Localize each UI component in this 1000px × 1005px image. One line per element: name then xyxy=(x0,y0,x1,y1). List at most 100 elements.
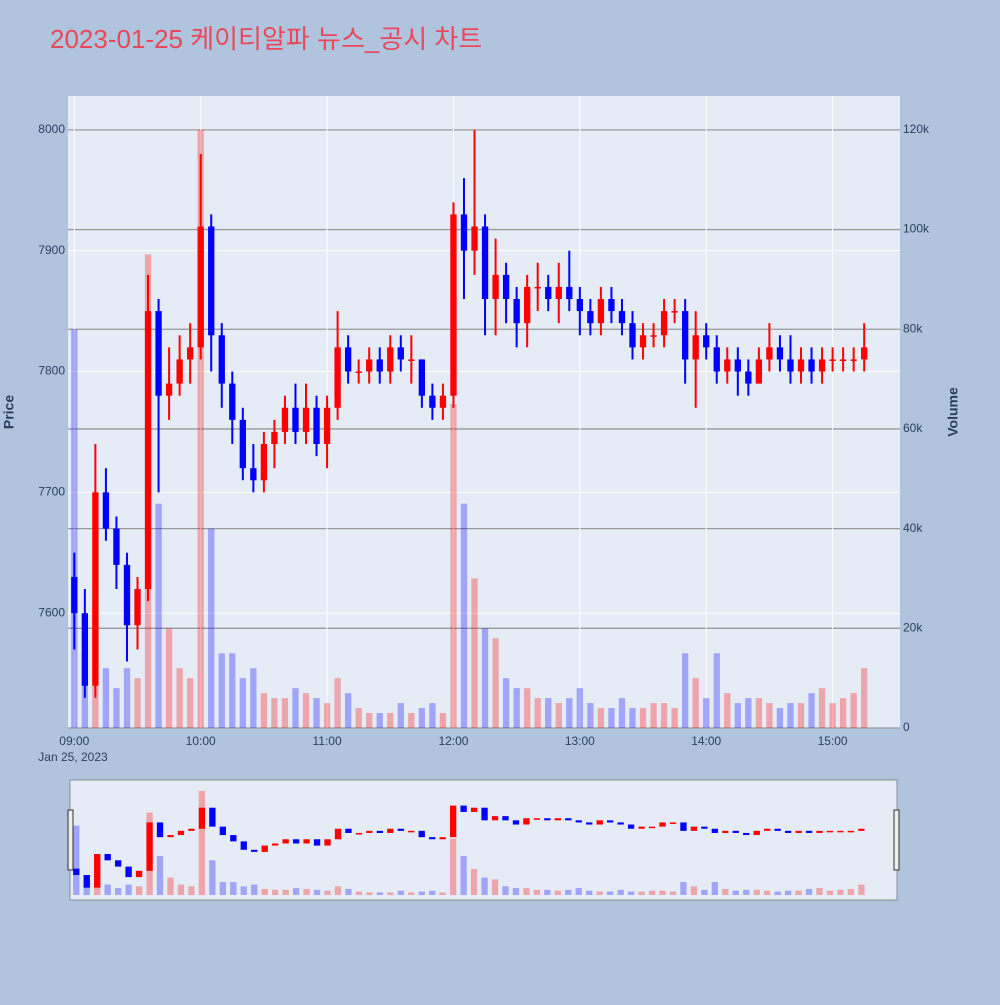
mini-candle xyxy=(188,828,195,831)
mini-volume-bar xyxy=(711,881,719,895)
volume-bar xyxy=(260,693,268,728)
candle-body xyxy=(281,407,289,432)
candle-body xyxy=(450,214,457,396)
mini-volume-bar xyxy=(722,888,729,895)
mini-volume-bar xyxy=(125,884,132,895)
volume-bar xyxy=(229,653,236,728)
mini-candle xyxy=(784,830,792,833)
mini-candle xyxy=(711,828,719,833)
mini-volume-bar xyxy=(617,889,624,895)
mini-candle xyxy=(439,837,446,840)
mini-candle xyxy=(272,843,279,846)
mini-candle xyxy=(219,826,226,836)
mini-volume-bar xyxy=(784,890,792,895)
mini-volume-bar xyxy=(512,888,520,895)
volume-bar xyxy=(724,693,731,728)
mini-candle xyxy=(732,830,739,833)
volume-bar xyxy=(618,698,626,728)
volume-bar xyxy=(376,713,383,728)
volume-bar xyxy=(597,708,605,728)
mini-volume-bar xyxy=(188,886,195,895)
candle-body xyxy=(376,359,383,372)
candle-body xyxy=(239,419,246,469)
mini-candle xyxy=(334,828,342,840)
mini-candle xyxy=(429,837,436,840)
candle-body xyxy=(492,274,499,300)
y2-tick-label: 20k xyxy=(903,620,923,634)
mini-volume-bar xyxy=(596,891,603,895)
candle-body xyxy=(724,359,731,372)
mini-volume-bar xyxy=(282,889,289,895)
candle-body xyxy=(818,359,826,372)
mini-volume-bar xyxy=(167,877,174,895)
volume-bar xyxy=(566,698,573,728)
volume-bar xyxy=(492,638,499,728)
mini-candle xyxy=(460,805,467,812)
candle-body xyxy=(839,359,847,361)
candle-body xyxy=(513,299,520,324)
mini-volume-bar xyxy=(240,886,247,895)
volume-bar xyxy=(271,698,278,728)
candle-body xyxy=(608,299,615,312)
mini-candle xyxy=(209,807,216,827)
candle-body xyxy=(302,407,310,432)
mini-volume-bar xyxy=(669,891,677,895)
candle-body xyxy=(650,335,657,337)
volume-bar xyxy=(408,713,415,728)
mini-volume-bar xyxy=(575,888,582,895)
candle-body xyxy=(787,359,794,372)
x-tick-label: 10:00 xyxy=(186,734,216,748)
mini-volume-bar xyxy=(648,890,656,895)
volume-bar xyxy=(481,628,489,728)
candle-body xyxy=(429,395,436,408)
range-slider[interactable] xyxy=(69,779,898,901)
volume-bar xyxy=(429,703,436,728)
mini-volume-bar xyxy=(826,890,834,895)
range-handle[interactable] xyxy=(893,809,900,871)
volume-bar xyxy=(629,708,636,728)
volume-bar xyxy=(218,653,225,728)
volume-bar xyxy=(334,678,341,728)
mini-volume-bar xyxy=(523,888,530,895)
chart-title: 2023-01-25 케이티알파 뉴스_공시 차트 xyxy=(50,24,482,54)
x-tick-label: 15:00 xyxy=(818,734,848,748)
y-tick-label: 7900 xyxy=(38,243,65,257)
x-tick-label: 11:00 xyxy=(313,734,342,748)
mini-candle xyxy=(596,820,603,825)
volume-bar xyxy=(787,703,794,728)
mini-candle xyxy=(743,832,750,836)
candle-body xyxy=(681,311,689,360)
volume-bar xyxy=(450,404,457,728)
candle-body xyxy=(524,286,531,324)
volume-bar xyxy=(555,703,562,728)
candle-body xyxy=(808,359,815,372)
mini-volume-bar xyxy=(743,889,750,895)
volume-bar xyxy=(692,678,699,728)
mini-candle xyxy=(858,828,865,831)
mini-volume-bar xyxy=(114,888,122,895)
volume-bar xyxy=(471,578,478,728)
candle-body xyxy=(323,407,331,445)
mini-volume-bar xyxy=(303,888,310,895)
y2-tick-label: 120k xyxy=(903,122,930,136)
volume-bar xyxy=(208,528,215,728)
mini-volume-bar xyxy=(449,838,457,895)
mini-volume-bar xyxy=(355,891,363,895)
mini-volume-bar xyxy=(565,889,572,895)
candle-body xyxy=(397,347,404,360)
volume-bar xyxy=(366,713,373,728)
y2-tick-label: 60k xyxy=(903,421,923,435)
candle-body xyxy=(176,359,183,384)
candle-body xyxy=(344,347,352,372)
candle-body xyxy=(713,347,720,372)
volume-bar xyxy=(460,503,468,728)
candle-body xyxy=(187,347,194,360)
candle-body xyxy=(165,383,173,396)
mini-volume-bar xyxy=(219,881,226,895)
volume-bar xyxy=(387,713,394,728)
candle-body xyxy=(155,311,162,396)
mini-candle xyxy=(167,835,174,838)
range-handle[interactable] xyxy=(67,809,74,871)
mini-candle xyxy=(73,868,80,876)
